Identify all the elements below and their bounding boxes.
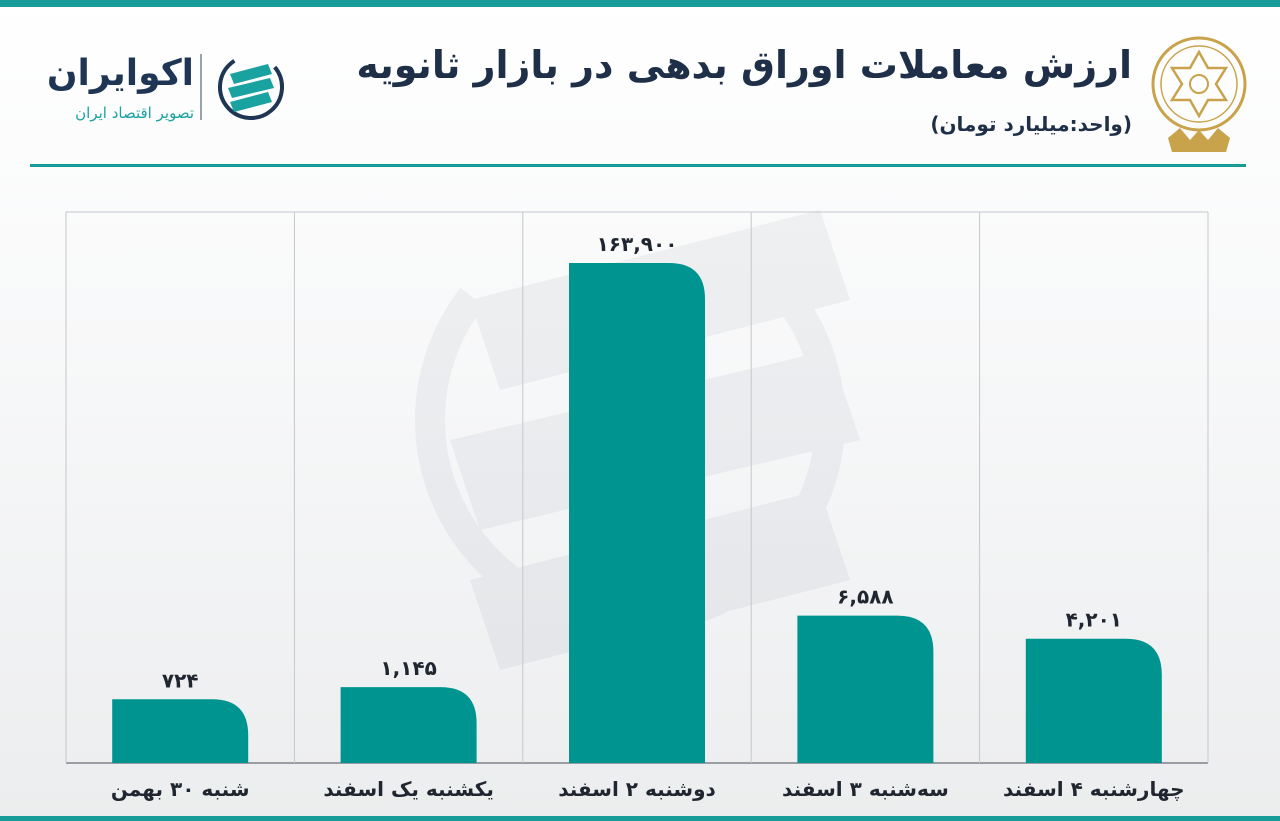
exchange-emblem-icon xyxy=(1151,36,1247,152)
unit-note: (واحد:میلیارد تومان) xyxy=(930,112,1132,136)
bar xyxy=(340,687,477,763)
bar-value-label: ۱۶۳,۹۰۰ xyxy=(597,232,678,256)
ecoiran-logo-icon xyxy=(218,54,284,120)
brand-tagline: تصویر اقتصاد ایران xyxy=(75,104,194,122)
bar-value-label: ۷۲۴ xyxy=(162,668,199,692)
bar-value-label: ۴,۲۰۱ xyxy=(1066,608,1122,632)
category-label: چهارشنبه ۴ اسفند xyxy=(1003,777,1185,802)
brand-separator xyxy=(200,54,202,120)
brand-name: اکوایران xyxy=(46,53,194,94)
bar-value-label: ۱,۱۴۵ xyxy=(380,656,436,680)
category-label: یکشنبه یک اسفند xyxy=(323,777,494,801)
header-divider xyxy=(30,164,1246,167)
bar xyxy=(112,699,249,763)
category-label: سه‌شنبه ۳ اسفند xyxy=(782,777,949,801)
bar xyxy=(1025,638,1162,763)
bottom-accent-bar xyxy=(0,816,1280,821)
chart-title: ارزش معاملات اوراق بدهی در بازار ثانویه xyxy=(356,43,1132,87)
brand-block: اکوایران تصویر اقتصاد ایران xyxy=(28,48,298,128)
category-label: شنبه ۳۰ بهمن xyxy=(111,777,250,801)
bar xyxy=(797,615,934,763)
category-label: دوشنبه ۲ اسفند xyxy=(558,777,716,801)
bar xyxy=(569,263,705,763)
top-accent-bar xyxy=(0,0,1280,7)
bar-value-label: ۶,۵۸۸ xyxy=(837,585,893,609)
